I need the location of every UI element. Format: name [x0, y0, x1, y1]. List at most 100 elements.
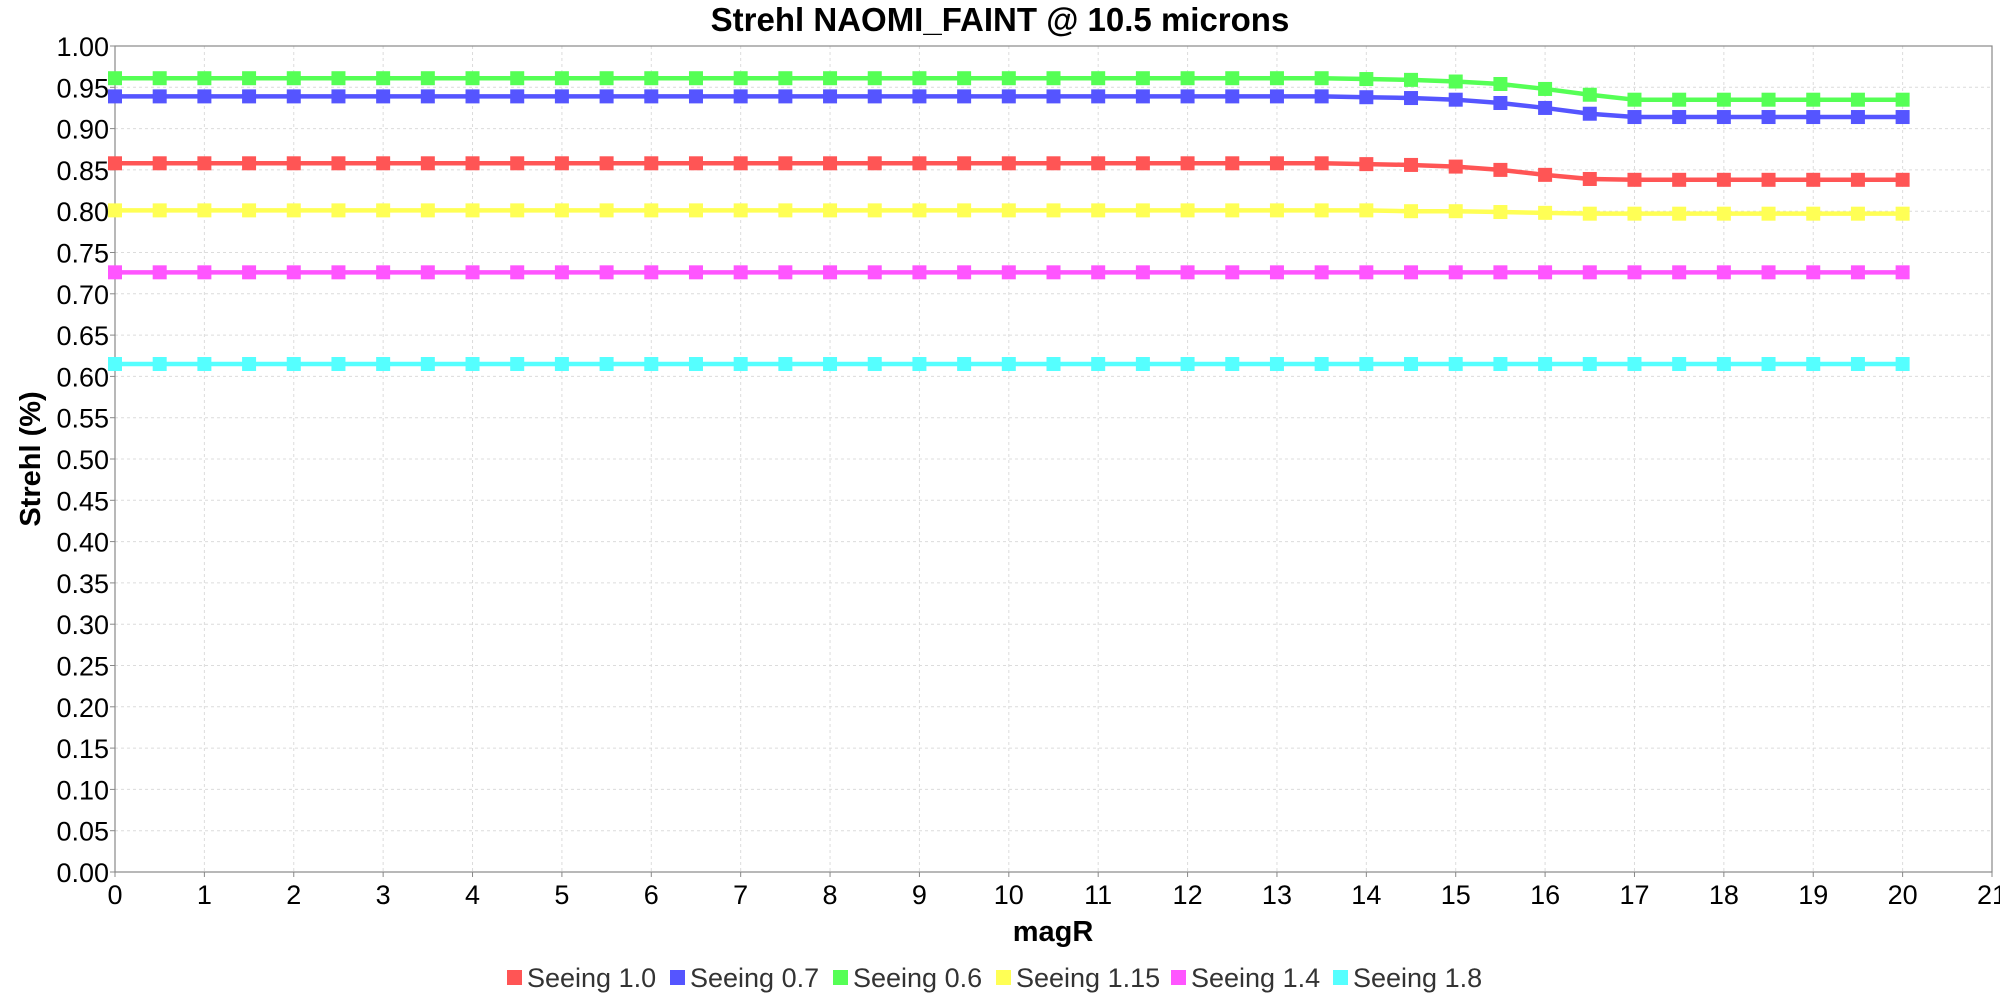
x-tick-label: 8: [823, 880, 838, 910]
data-point: [823, 89, 838, 104]
data-point: [599, 265, 614, 280]
data-point: [286, 71, 301, 86]
data-point: [1404, 72, 1419, 87]
y-tick-label: 0.70: [56, 280, 109, 310]
data-point: [1269, 156, 1284, 171]
data-point: [1135, 89, 1150, 104]
data-point: [1091, 265, 1106, 280]
data-point: [1135, 156, 1150, 171]
data-point: [1538, 100, 1553, 115]
data-point: [1404, 91, 1419, 106]
data-point: [912, 203, 927, 218]
data-point: [1046, 357, 1061, 372]
data-point: [644, 156, 659, 171]
data-point: [1046, 89, 1061, 104]
data-point: [1716, 265, 1731, 280]
data-point: [1448, 92, 1463, 107]
data-point: [1135, 265, 1150, 280]
data-point: [1716, 110, 1731, 125]
data-point: [599, 89, 614, 104]
data-point: [1225, 156, 1240, 171]
data-point: [1180, 265, 1195, 280]
data-point: [1225, 71, 1240, 86]
data-point: [1582, 357, 1597, 372]
data-point: [1314, 71, 1329, 86]
data-point: [1850, 265, 1865, 280]
data-point: [957, 71, 972, 86]
data-point: [867, 71, 882, 86]
data-point: [912, 71, 927, 86]
legend-item: Seeing 1.8: [1333, 963, 1482, 993]
y-tick-label: 0.25: [56, 652, 109, 682]
data-point: [197, 71, 212, 86]
y-tick-label: 0.80: [56, 197, 109, 227]
data-point: [1627, 265, 1642, 280]
data-point: [957, 156, 972, 171]
data-point: [1135, 203, 1150, 218]
series-layer: [108, 71, 1910, 372]
data-point: [1850, 206, 1865, 221]
data-point: [912, 265, 927, 280]
data-point: [1001, 89, 1016, 104]
legend-item: Seeing 0.7: [670, 963, 819, 993]
data-point: [420, 89, 435, 104]
data-point: [152, 357, 167, 372]
data-point: [510, 89, 525, 104]
legend-label: Seeing 0.7: [690, 963, 819, 993]
data-point: [1091, 71, 1106, 86]
data-point: [733, 203, 748, 218]
data-point: [823, 71, 838, 86]
data-point: [1493, 265, 1508, 280]
data-point: [152, 265, 167, 280]
x-tick-label: 2: [286, 880, 301, 910]
data-point: [1493, 205, 1508, 220]
data-point: [554, 203, 569, 218]
data-point: [867, 357, 882, 372]
data-point: [331, 203, 346, 218]
data-point: [242, 265, 257, 280]
x-tick-label: 9: [912, 880, 927, 910]
data-point: [644, 203, 659, 218]
data-point: [1225, 89, 1240, 104]
data-point: [1135, 71, 1150, 86]
data-point: [108, 156, 122, 171]
data-point: [688, 156, 703, 171]
data-point: [152, 203, 167, 218]
data-point: [1359, 357, 1374, 372]
data-point: [376, 203, 391, 218]
legend: Seeing 1.0 Seeing 0.7 Seeing 0.6 Seeing 1.1…: [507, 963, 1482, 993]
chart-title: Strehl NAOMI_FAINT @ 10.5 microns: [711, 1, 1290, 38]
data-point: [957, 357, 972, 372]
x-tick-label: 11: [1084, 880, 1112, 910]
x-tick-label: 15: [1441, 880, 1471, 910]
data-point: [554, 265, 569, 280]
data-point: [1091, 89, 1106, 104]
data-point: [778, 357, 793, 372]
data-point: [1761, 110, 1776, 125]
data-point: [376, 71, 391, 86]
data-point: [286, 156, 301, 171]
data-point: [510, 265, 525, 280]
x-tick-label: 3: [376, 880, 391, 910]
data-point: [1001, 357, 1016, 372]
data-point: [197, 203, 212, 218]
data-point: [554, 156, 569, 171]
data-point: [510, 71, 525, 86]
data-point: [1001, 156, 1016, 171]
data-point: [242, 89, 257, 104]
data-point: [554, 89, 569, 104]
data-point: [108, 71, 122, 86]
legend-label: Seeing 1.8: [1353, 963, 1482, 993]
x-tick-label: 14: [1351, 880, 1381, 910]
legend-label: Seeing 1.15: [1016, 963, 1160, 993]
x-tick-label: 1: [197, 880, 212, 910]
data-point: [778, 203, 793, 218]
y-tick-label: 0.65: [56, 321, 109, 351]
data-point: [912, 156, 927, 171]
x-tick-label: 16: [1530, 880, 1560, 910]
data-point: [1404, 265, 1419, 280]
data-point: [1180, 203, 1195, 218]
data-point: [1538, 205, 1553, 220]
data-point: [1404, 204, 1419, 219]
data-point: [1046, 71, 1061, 86]
